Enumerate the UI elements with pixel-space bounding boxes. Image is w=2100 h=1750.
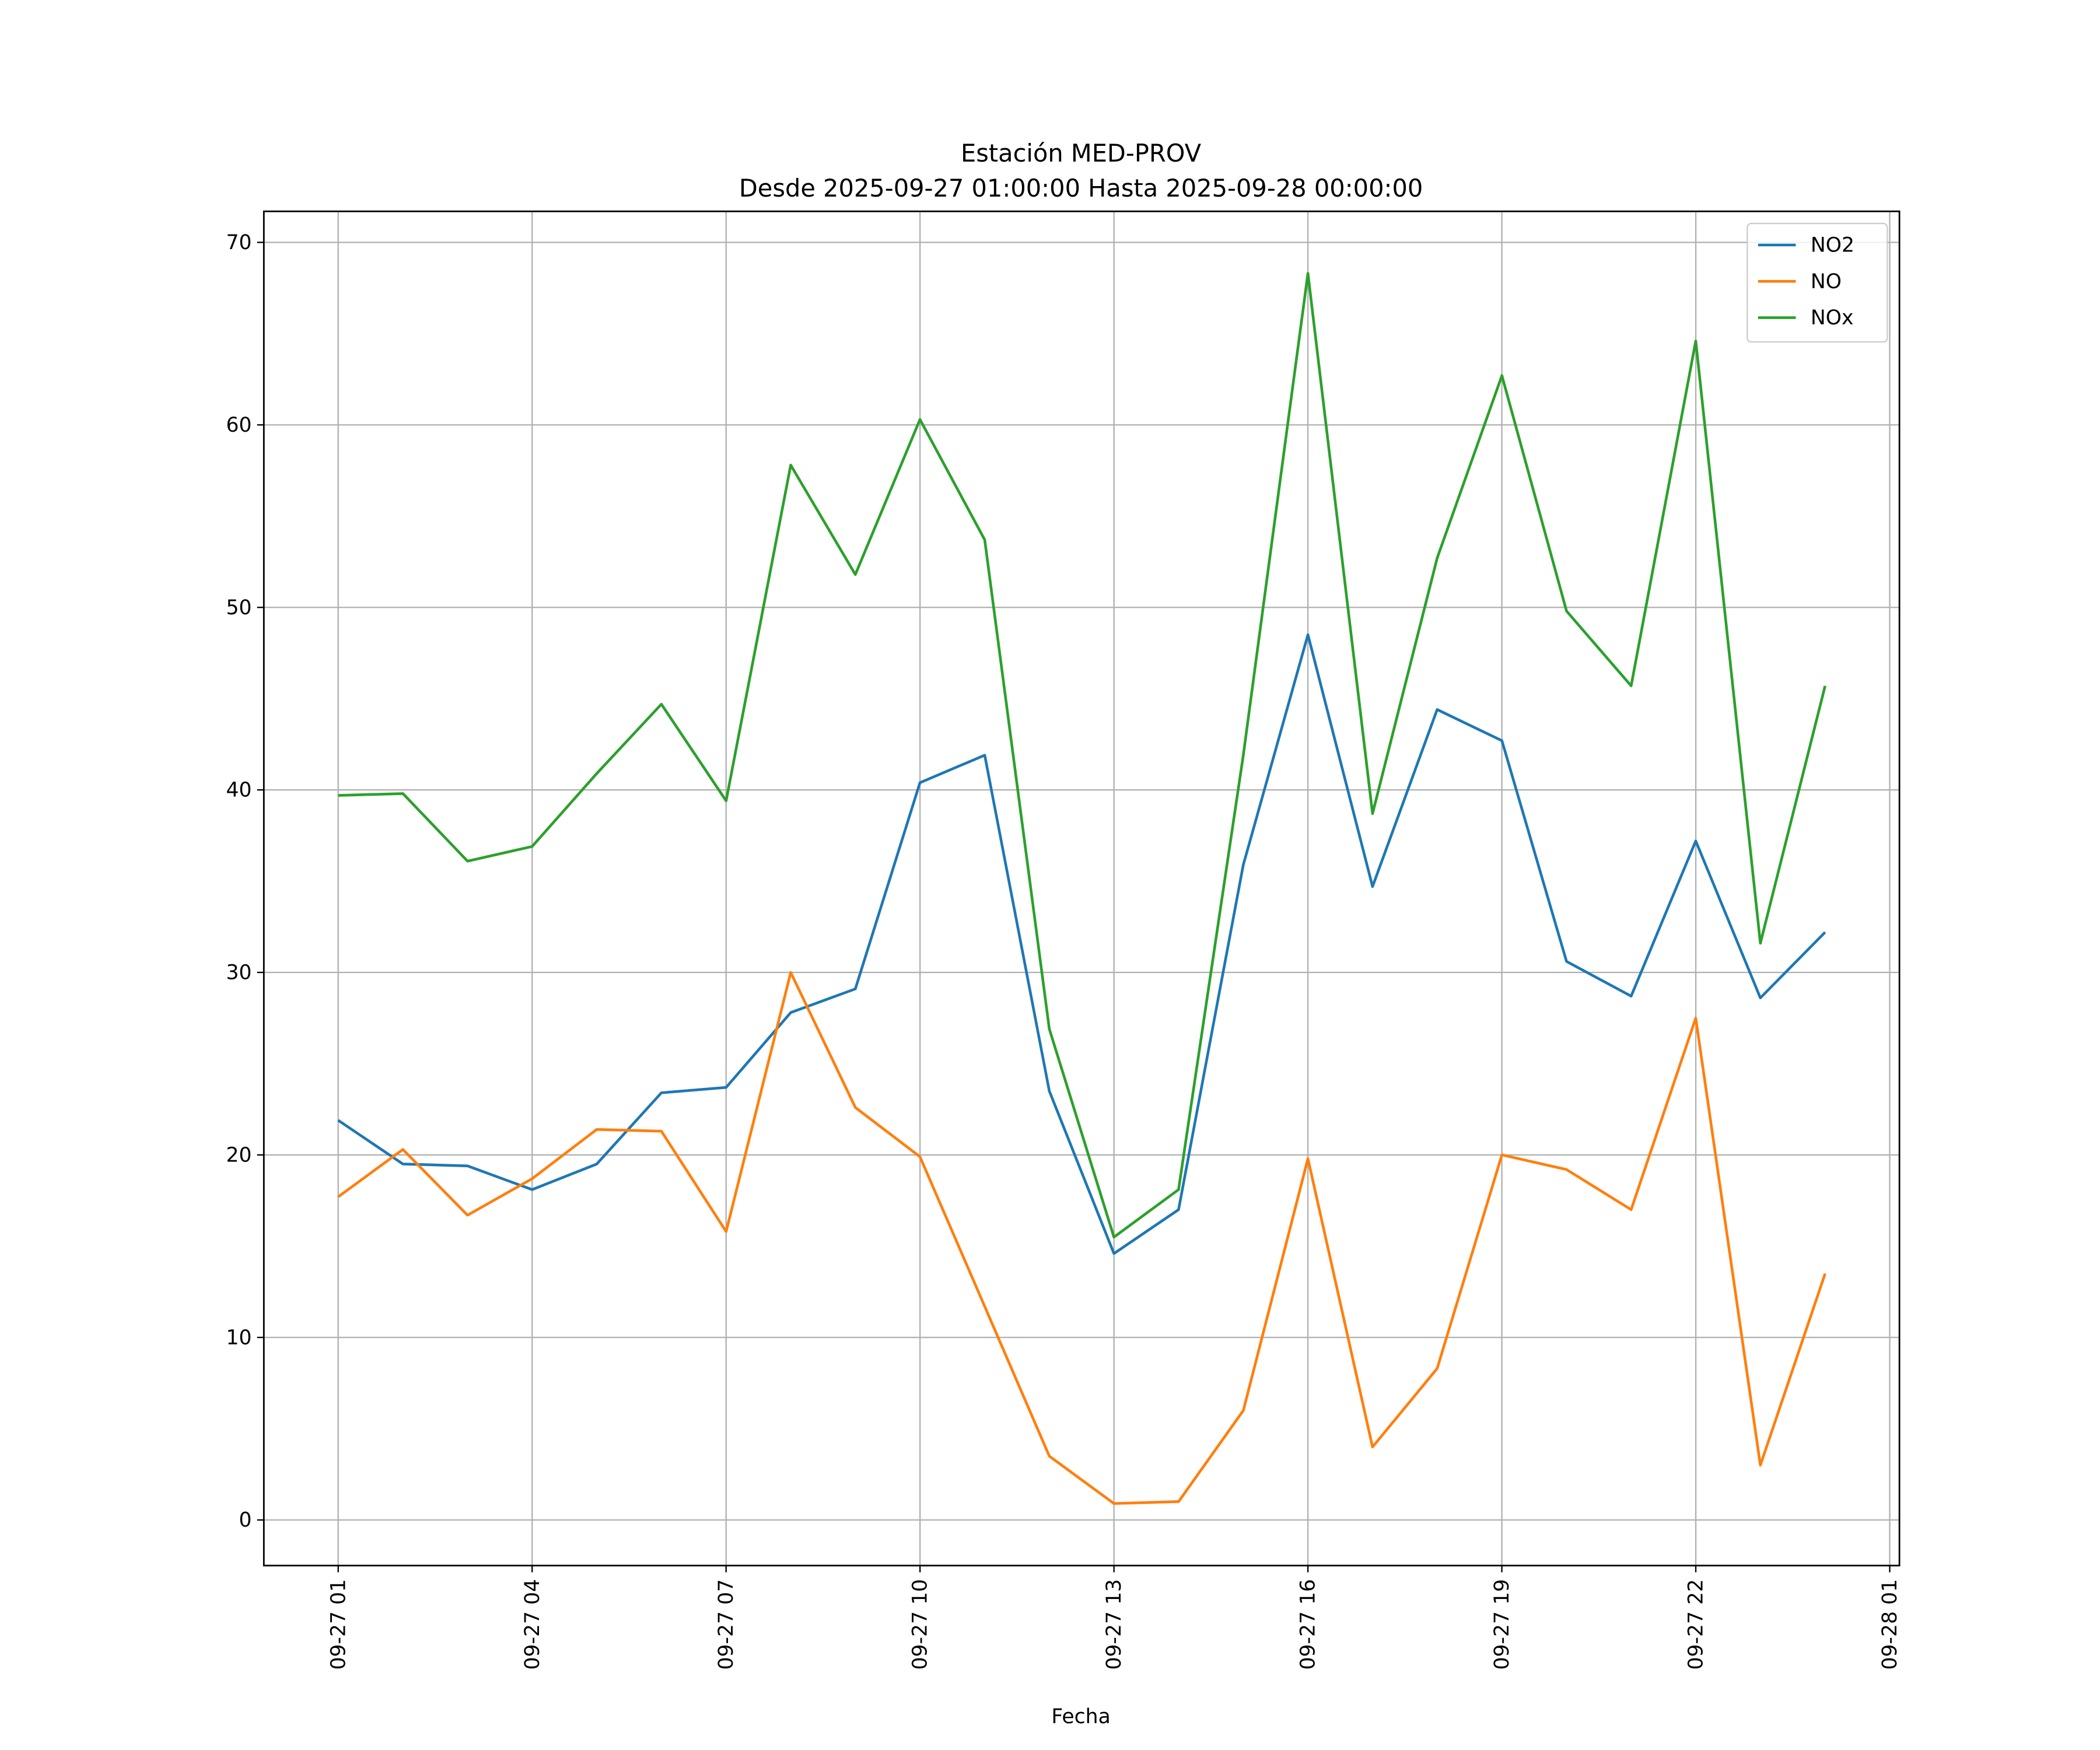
series-lines bbox=[337, 272, 1827, 1505]
x-tick-label: 09-27 16 bbox=[1297, 1579, 1320, 1670]
y-tick-label: 0 bbox=[239, 1508, 252, 1532]
x-tick-label: 09-27 22 bbox=[1685, 1579, 1708, 1670]
x-tick-label: 09-27 10 bbox=[909, 1579, 932, 1670]
chart-title: Estación MED-PROV bbox=[961, 139, 1202, 167]
legend: NO2 NO NOx bbox=[1746, 222, 1888, 343]
series-line-nox bbox=[338, 272, 1827, 1239]
series-line-no2 bbox=[337, 633, 1826, 1255]
x-tick-label: 09-27 01 bbox=[327, 1579, 350, 1670]
chart-subtitle: Desde 2025-09-27 01:00:00 Hasta 2025-09-… bbox=[739, 174, 1423, 202]
x-axis-ticks: 09-27 01 09-27 04 09-27 07 09-27 10 09-27 13… bbox=[327, 1565, 1902, 1670]
plot-frame bbox=[262, 210, 1901, 1567]
x-tick-label: 09-27 13 bbox=[1102, 1579, 1126, 1670]
y-tick-label: 50 bbox=[226, 596, 251, 620]
x-tick-label: 09-28 01 bbox=[1878, 1579, 1902, 1670]
y-axis-ticks: 0 10 20 30 40 50 60 70 bbox=[226, 231, 264, 1532]
y-tick-label: 30 bbox=[226, 961, 251, 985]
y-tick-label: 60 bbox=[226, 414, 251, 437]
x-axis-label: Fecha bbox=[1051, 1705, 1110, 1728]
y-tick-label: 70 bbox=[226, 231, 251, 254]
grid bbox=[264, 211, 1900, 1566]
legend-label-no: NO bbox=[1811, 270, 1842, 293]
legend-label-no2: NO2 bbox=[1811, 234, 1854, 257]
x-tick-label: 09-27 04 bbox=[521, 1579, 544, 1670]
y-tick-label: 10 bbox=[226, 1326, 251, 1349]
legend-label-nox: NOx bbox=[1811, 306, 1854, 330]
x-tick-label: 09-27 19 bbox=[1490, 1579, 1514, 1670]
series-line-no bbox=[337, 971, 1826, 1505]
x-tick-label: 09-27 07 bbox=[715, 1579, 738, 1670]
legend-box bbox=[1746, 222, 1888, 343]
y-tick-label: 20 bbox=[226, 1143, 251, 1167]
y-tick-label: 40 bbox=[226, 779, 251, 802]
